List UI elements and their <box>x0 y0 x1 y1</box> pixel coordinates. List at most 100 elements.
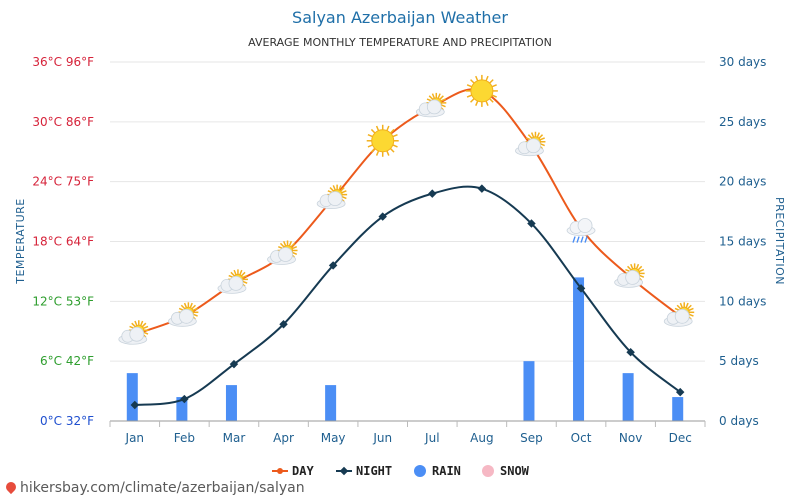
source-link[interactable]: hikersbay.com/climate/azerbaijan/salyan <box>3 479 305 496</box>
legend-item-night: NIGHT <box>336 464 392 478</box>
grid-lines <box>110 61 705 362</box>
sun-ray <box>386 125 390 131</box>
y-tick-right: 15 days <box>719 235 766 249</box>
rain-bar <box>325 385 337 421</box>
sun-ray <box>242 274 248 279</box>
night-point <box>428 189 437 198</box>
sun-ray <box>637 265 643 271</box>
sun-ray <box>291 251 298 255</box>
sun-ray <box>239 269 243 276</box>
sun-ray <box>475 100 479 106</box>
sun-ray <box>437 93 441 99</box>
rain-cloud-icon <box>566 218 596 243</box>
x-tick-label: Jul <box>424 431 439 445</box>
legend-item-day: DAY <box>272 464 314 478</box>
sun-ray <box>539 137 545 141</box>
night-point <box>328 261 338 270</box>
partly-cloudy-icon <box>217 269 248 294</box>
sun-ray <box>370 128 376 134</box>
partly-cloudy-icon <box>167 302 199 327</box>
sun-ray <box>192 307 198 312</box>
sun-ray <box>635 263 640 270</box>
sun-ray <box>491 94 497 98</box>
x-tick-label: Dec <box>669 431 692 445</box>
sun-disc <box>470 79 494 103</box>
night-point <box>477 184 487 193</box>
rain-bar <box>622 373 634 421</box>
legend-label: RAIN <box>432 464 461 478</box>
sun-ray <box>141 322 147 328</box>
cloud-part <box>577 218 593 233</box>
cloud-part <box>625 269 641 285</box>
sun-ray <box>230 271 235 277</box>
sun-ray <box>143 331 149 335</box>
sun-ray <box>539 142 545 147</box>
sun-ray <box>538 134 544 139</box>
rain-drop <box>580 236 584 243</box>
sun-ray <box>676 304 682 310</box>
rain-bar <box>225 385 237 421</box>
y-tick-left: 24°C 75°F <box>32 175 94 189</box>
sun-ray <box>491 84 497 88</box>
sun-ray <box>242 280 248 284</box>
sun-ray <box>191 304 196 310</box>
partly-cloudy-icon <box>663 302 695 327</box>
x-tick-label: Jan <box>125 431 145 445</box>
sun-ray <box>530 132 535 138</box>
sun-ray <box>291 245 298 250</box>
cloud-part <box>426 99 442 115</box>
sun-ray <box>389 148 395 153</box>
night-point <box>626 347 635 357</box>
rain-bar <box>176 397 188 421</box>
y-tick-right: 25 days <box>719 115 766 129</box>
sun-ray <box>470 79 475 84</box>
sun-ray <box>466 84 472 88</box>
sun-ray <box>290 242 296 248</box>
sun-ray <box>527 134 533 139</box>
y-axis-left-label: TEMPERATURE <box>14 198 27 284</box>
rain-bar <box>573 277 585 421</box>
y-tick-right: 20 days <box>719 175 766 189</box>
sun-ray <box>131 322 136 328</box>
sun-ray <box>440 98 446 102</box>
night-point <box>378 212 387 221</box>
sun-ray <box>536 132 540 138</box>
sun-ray <box>489 98 494 103</box>
y-tick-left: 6°C 42°F <box>40 354 94 368</box>
sunny-icon <box>465 74 498 107</box>
sun-ray <box>134 320 138 326</box>
sun-ray <box>489 79 494 84</box>
y-axis-right-label: PRECIPITATION <box>773 197 786 285</box>
sun-ray <box>370 148 376 153</box>
sun-ray <box>329 187 335 192</box>
legend-item-rain: RAIN <box>414 464 461 478</box>
sun-ray <box>428 95 434 100</box>
sun-ray <box>341 195 347 200</box>
y-tick-right: 10 days <box>719 294 766 308</box>
y-tick-left: 12°C 53°F <box>32 294 94 308</box>
y-tick-right: 30 days <box>719 55 766 69</box>
x-tick-label: Feb <box>174 431 195 445</box>
sun-ray <box>630 263 634 270</box>
sun-ray <box>638 274 645 278</box>
sun-ray <box>638 268 645 273</box>
sun-ray <box>688 307 694 312</box>
legend-swatch <box>482 465 494 477</box>
cloud-part <box>327 191 343 207</box>
sun-ray <box>386 150 390 156</box>
y-tick-left: 36°C 96°F <box>32 55 94 69</box>
source-url: hikersbay.com/climate/azerbaijan/salyan <box>20 480 305 496</box>
cloud-part <box>178 308 194 324</box>
y-tick-left: 0°C 32°F <box>40 414 94 428</box>
sun-ray <box>183 302 188 308</box>
sun-ray <box>475 75 479 82</box>
rain-bars <box>126 277 684 421</box>
y-tick-left: 30°C 86°F <box>32 115 94 129</box>
sun-ray <box>367 133 373 138</box>
sun-ray <box>180 304 186 310</box>
sun-ray <box>279 242 285 248</box>
location-pin-icon <box>3 479 19 495</box>
sun-ray <box>140 320 144 326</box>
x-tick-label: Sep <box>520 431 543 445</box>
sun-ray <box>283 240 287 247</box>
